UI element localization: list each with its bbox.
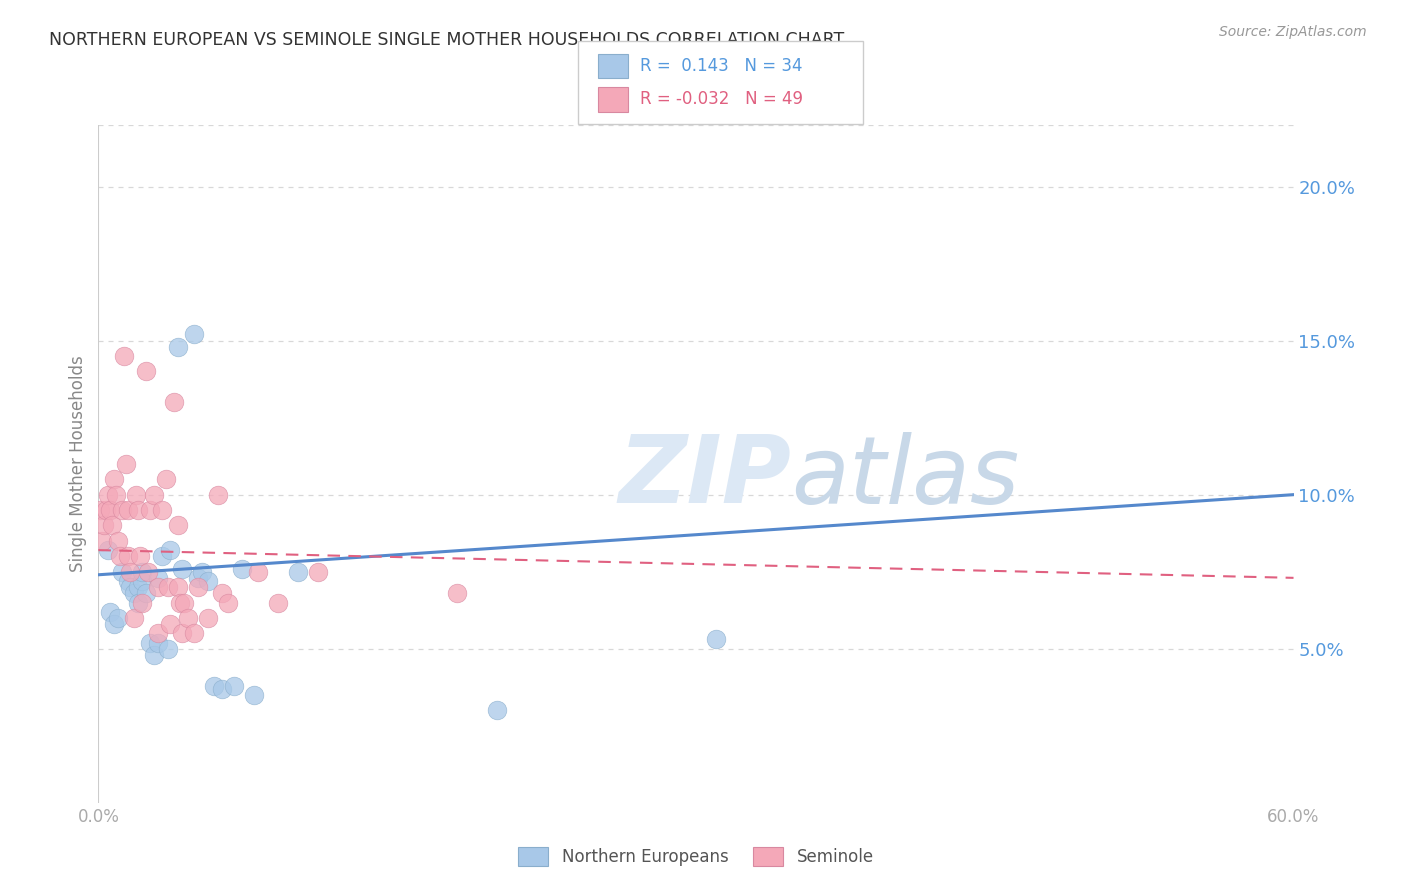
Point bbox=[211, 586, 233, 600]
Point bbox=[159, 617, 181, 632]
Point bbox=[129, 549, 152, 564]
Point bbox=[89, 503, 111, 517]
Point bbox=[127, 580, 149, 594]
Point bbox=[187, 580, 209, 594]
Point bbox=[167, 580, 190, 594]
Text: Source: ZipAtlas.com: Source: ZipAtlas.com bbox=[1219, 25, 1367, 39]
Point bbox=[167, 340, 190, 354]
Point bbox=[97, 488, 120, 502]
Point bbox=[172, 561, 194, 575]
Point bbox=[159, 543, 181, 558]
Point bbox=[97, 543, 120, 558]
Point bbox=[163, 395, 186, 409]
Text: R = -0.032   N = 49: R = -0.032 N = 49 bbox=[640, 90, 803, 108]
Point bbox=[105, 488, 128, 502]
Point bbox=[231, 561, 253, 575]
Point bbox=[485, 703, 508, 717]
Text: NORTHERN EUROPEAN VS SEMINOLE SINGLE MOTHER HOUSEHOLDS CORRELATION CHART: NORTHERN EUROPEAN VS SEMINOLE SINGLE MOT… bbox=[49, 31, 845, 49]
Point bbox=[117, 549, 139, 564]
Point bbox=[131, 595, 153, 609]
Point bbox=[172, 626, 194, 640]
Point bbox=[243, 688, 266, 702]
Point bbox=[143, 488, 166, 502]
Point bbox=[115, 457, 138, 471]
Point bbox=[131, 565, 153, 579]
Point bbox=[307, 565, 329, 579]
Point bbox=[191, 565, 214, 579]
Point bbox=[117, 503, 139, 517]
Point bbox=[135, 586, 157, 600]
Point bbox=[150, 549, 173, 564]
Point bbox=[173, 595, 195, 609]
Point bbox=[143, 648, 166, 662]
Point bbox=[103, 472, 125, 486]
Point bbox=[446, 586, 468, 600]
Point bbox=[222, 679, 245, 693]
Point bbox=[125, 488, 148, 502]
Text: ZIP: ZIP bbox=[619, 432, 792, 524]
Point bbox=[136, 565, 159, 579]
Point bbox=[155, 472, 177, 486]
Point bbox=[127, 595, 149, 609]
Point bbox=[93, 518, 115, 533]
Point bbox=[96, 503, 118, 517]
Point bbox=[103, 617, 125, 632]
Point bbox=[202, 679, 225, 693]
Point bbox=[148, 626, 170, 640]
Point bbox=[112, 349, 135, 363]
Point bbox=[197, 574, 219, 588]
Point bbox=[107, 611, 129, 625]
Point bbox=[150, 503, 173, 517]
Point bbox=[120, 565, 142, 579]
Point bbox=[197, 611, 219, 625]
Point bbox=[148, 571, 170, 585]
Point bbox=[135, 364, 157, 378]
Point bbox=[120, 580, 142, 594]
Point bbox=[139, 635, 162, 649]
Point bbox=[107, 533, 129, 548]
Point bbox=[131, 574, 153, 588]
Point bbox=[111, 565, 134, 579]
Point bbox=[100, 605, 122, 619]
Point bbox=[211, 681, 233, 696]
Point bbox=[157, 641, 180, 656]
Point bbox=[267, 595, 290, 609]
Point bbox=[100, 503, 122, 517]
Point bbox=[183, 626, 205, 640]
Point bbox=[124, 611, 146, 625]
Text: atlas: atlas bbox=[792, 432, 1019, 523]
Point bbox=[124, 586, 146, 600]
Point bbox=[246, 565, 269, 579]
Point bbox=[287, 565, 309, 579]
Point bbox=[167, 518, 190, 533]
Point bbox=[183, 327, 205, 342]
Text: R =  0.143   N = 34: R = 0.143 N = 34 bbox=[640, 57, 803, 75]
Point bbox=[111, 503, 134, 517]
Point bbox=[169, 595, 191, 609]
Point bbox=[127, 503, 149, 517]
Point bbox=[177, 611, 200, 625]
Point bbox=[157, 580, 180, 594]
Point bbox=[148, 635, 170, 649]
Point bbox=[101, 518, 124, 533]
Point bbox=[148, 580, 170, 594]
Point bbox=[139, 503, 162, 517]
Point bbox=[117, 574, 139, 588]
Legend: Northern Europeans, Seminole: Northern Europeans, Seminole bbox=[512, 840, 880, 872]
Y-axis label: Single Mother Households: Single Mother Households bbox=[69, 356, 87, 572]
Point bbox=[704, 632, 727, 647]
Point bbox=[207, 488, 229, 502]
Point bbox=[187, 571, 209, 585]
Point bbox=[110, 549, 132, 564]
Point bbox=[91, 533, 114, 548]
Point bbox=[217, 595, 239, 609]
